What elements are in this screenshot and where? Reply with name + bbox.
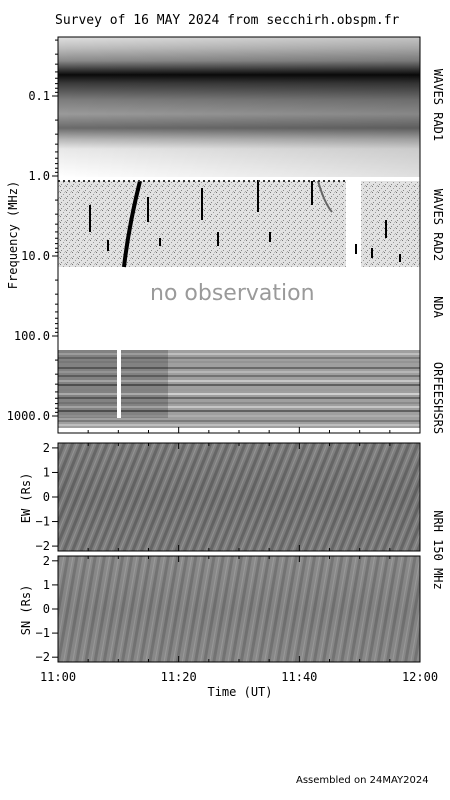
instrument-label-rad2: WAVES RAD2 xyxy=(431,189,445,261)
rad2-bursts xyxy=(58,180,401,262)
y-tick-label: 2 xyxy=(43,441,50,455)
y-tick-label: −1 xyxy=(36,515,50,529)
y-tick-label: −1 xyxy=(36,626,50,640)
spectrum-y-axis-label: Frequency (MHz) xyxy=(6,181,20,289)
y-tick-label: 10.0 xyxy=(21,249,50,263)
x-tick-label: 12:00 xyxy=(402,670,438,684)
instrument-label-orfees: ORFEESHSRS xyxy=(431,362,445,434)
sn-y-axis-label: SN (Rs) xyxy=(19,585,33,636)
nrh-ew-panel xyxy=(57,442,421,552)
waves-rad1-panel xyxy=(58,37,420,177)
spectrum-y-axis: 0.1 1.0 10.0 100.0 1000.0 xyxy=(7,39,58,423)
faint-burst xyxy=(317,180,333,213)
y-tick-label: 1.0 xyxy=(28,169,50,183)
x-axis-label: Time (UT) xyxy=(207,685,272,699)
y-tick-label: 0 xyxy=(43,490,50,504)
y-tick-label: 2 xyxy=(43,554,50,568)
x-tick-label: 11:40 xyxy=(281,670,317,684)
nrh-sn-panel xyxy=(57,555,421,663)
y-tick-label: 100.0 xyxy=(14,329,50,343)
instrument-label-nda: NDA xyxy=(431,296,445,318)
y-tick-label: 0 xyxy=(43,602,50,616)
time-x-axis: 11:00 11:20 11:40 12:00 xyxy=(40,427,438,684)
orfees-panel xyxy=(58,350,420,428)
y-tick-label: 0.1 xyxy=(28,89,50,103)
rad1-time-trend xyxy=(58,37,420,177)
y-tick-label: 1 xyxy=(43,578,50,592)
assembled-footer: Assembled on 24MAY2024 xyxy=(296,775,429,786)
instrument-label-nrh: NRH 150 MHz xyxy=(431,510,445,589)
rad2-spectrum-part2 xyxy=(361,181,420,267)
instrument-label-rad1: WAVES RAD1 xyxy=(431,69,445,141)
x-tick-label: 11:20 xyxy=(161,670,197,684)
type-iii-burst xyxy=(122,180,142,268)
y-tick-label: 1000.0 xyxy=(7,409,50,423)
nrh-sn-y-axis: 2 1 0 −1 −2 xyxy=(36,554,58,664)
nda-panel: no observation xyxy=(150,281,315,306)
orfees-gap xyxy=(117,350,121,418)
waves-rad2-panel xyxy=(58,180,420,268)
nrh-ew-y-axis: 2 1 0 −1 −2 xyxy=(36,441,58,553)
chart-title: Survey of 16 MAY 2024 from secchirh.obsp… xyxy=(55,13,400,28)
no-observation-label: no observation xyxy=(150,281,315,306)
y-tick-label: 1 xyxy=(43,465,50,479)
orfees-early-segment xyxy=(58,350,168,418)
y-tick-label: −2 xyxy=(36,650,50,664)
x-tick-label: 11:00 xyxy=(40,670,76,684)
y-tick-label: −2 xyxy=(36,539,50,553)
ew-y-axis-label: EW (Rs) xyxy=(19,473,33,524)
